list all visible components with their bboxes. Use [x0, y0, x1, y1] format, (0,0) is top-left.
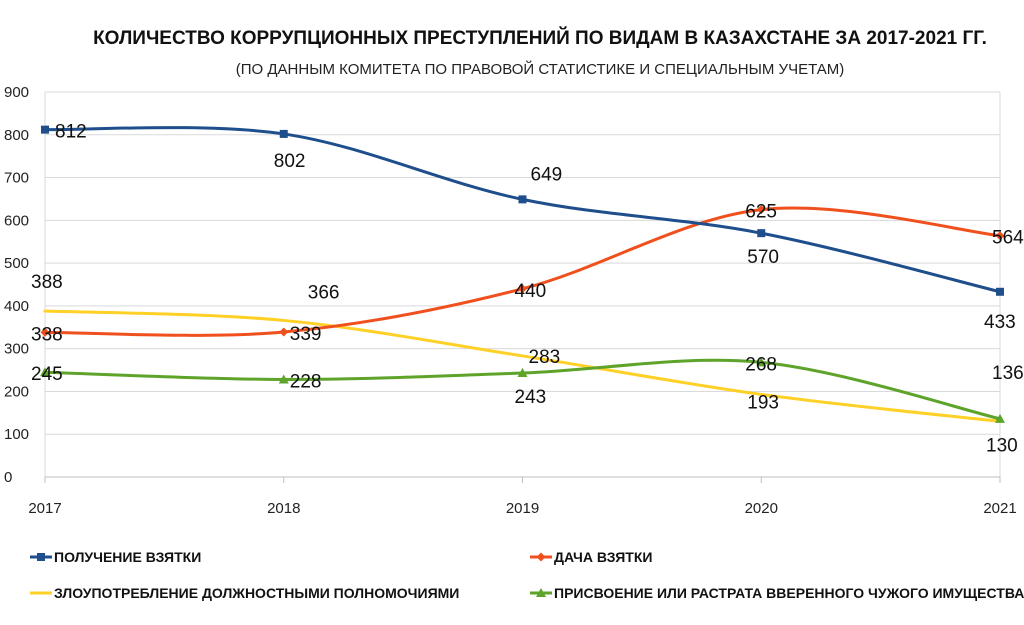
- y-tick-label: 100: [4, 426, 29, 443]
- data-point: [279, 327, 289, 337]
- legend-label: ЗЛОУПОТРЕБЛЕНИЕ ДОЛЖНОСТНЫМИ ПОЛНОМОЧИЯМ…: [54, 585, 459, 601]
- data-label: 440: [515, 281, 547, 302]
- legend-marker: [536, 588, 546, 597]
- data-point: [995, 231, 1005, 241]
- x-tick-label: 2018: [267, 500, 300, 517]
- data-label: 228: [290, 371, 322, 392]
- data-point: [995, 413, 1005, 423]
- data-point: [518, 284, 527, 294]
- data-point: [518, 195, 527, 204]
- y-tick-label: 700: [4, 170, 29, 187]
- y-tick-label: 800: [4, 127, 29, 144]
- x-tick-label: 2020: [745, 500, 778, 517]
- series-1: [41, 125, 1004, 296]
- data-point: [517, 368, 528, 378]
- data-label: 339: [290, 324, 322, 345]
- legend: ПОЛУЧЕНИЕ ВЗЯТКИ ДАЧА ВЗЯТКИ ЗЛОУПОТРЕБЛЕН…: [30, 549, 1024, 601]
- data-point: [279, 129, 288, 138]
- data-label: 812: [55, 122, 87, 143]
- y-tick-label: 600: [4, 212, 29, 229]
- series-4: [40, 357, 1005, 423]
- x-tick-label: 2017: [28, 500, 61, 517]
- series-group: [40, 125, 1005, 423]
- data-label: 193: [747, 392, 779, 413]
- legend-item: ЗЛОУПОТРЕБЛЕНИЕ ДОЛЖНОСТНЫМИ ПОЛНОМОЧИЯМ…: [30, 585, 459, 601]
- legend-label: ДАЧА ВЗЯТКИ: [554, 549, 652, 565]
- data-point: [40, 367, 50, 377]
- data-label: 649: [531, 164, 563, 185]
- axes: 0 100 200 300 400 500 600 700 800 900 2017 2018 2019…: [4, 84, 1017, 517]
- legend-item: ПРИСВОЕНИЕ ИЛИ РАСТРАТА ВВЕРЕННОГО ЧУЖОГ…: [530, 585, 1024, 601]
- y-tick-label: 0: [4, 469, 12, 486]
- data-label: 243: [515, 387, 547, 408]
- y-tick-label: 200: [4, 383, 29, 400]
- data-point: [756, 205, 766, 215]
- data-label: 564: [992, 228, 1024, 249]
- data-label: 283: [529, 347, 561, 368]
- chart-subtitle: (ПО ДАННЫМ КОМИТЕТА ПО ПРАВОВОЙ СТАТИСТИ…: [236, 60, 845, 78]
- legend-marker: [536, 552, 546, 562]
- data-label: 245: [31, 364, 63, 385]
- y-tick-label: 900: [4, 84, 29, 101]
- x-tick-label: 2021: [983, 500, 1016, 517]
- legend-item: ПОЛУЧЕНИЕ ВЗЯТКИ: [30, 549, 201, 565]
- series-line: [43, 309, 1002, 423]
- series-3: [43, 309, 1002, 423]
- data-label: 570: [747, 247, 779, 268]
- series-2: [40, 205, 1005, 337]
- data-label: 136: [992, 363, 1024, 384]
- y-tick-label: 400: [4, 298, 29, 315]
- data-label: 802: [274, 151, 306, 172]
- legend-marker: [37, 553, 45, 561]
- x-tick-label: 2019: [506, 500, 539, 517]
- data-label: 130: [986, 435, 1018, 456]
- data-point: [996, 287, 1004, 296]
- data-point: [40, 327, 50, 337]
- data-point: [756, 357, 767, 367]
- data-label: 268: [745, 354, 777, 375]
- y-tick-label: 300: [4, 341, 29, 358]
- chart-title: КОЛИЧЕСТВО КОРРУПЦИОННЫХ ПРЕСТУПЛЕНИЙ ПО…: [93, 27, 987, 49]
- y-tick-label: 500: [4, 255, 29, 272]
- gridlines: [44, 91, 1001, 478]
- legend-item: ДАЧА ВЗЯТКИ: [530, 549, 652, 565]
- legend-label: ПОЛУЧЕНИЕ ВЗЯТКИ: [54, 549, 201, 565]
- data-point: [41, 125, 49, 134]
- data-label: 433: [984, 312, 1016, 333]
- data-point: [757, 229, 766, 238]
- data-label: 625: [745, 202, 777, 223]
- data-labels: 812 802 649 570 433 338 339 440 625 564 388 366 283 1…: [31, 122, 1024, 457]
- data-label: 388: [31, 272, 63, 293]
- data-point: [278, 374, 289, 384]
- series-line: [43, 126, 1002, 294]
- legend-label: ПРИСВОЕНИЕ ИЛИ РАСТРАТА ВВЕРЕННОГО ЧУЖОГ…: [554, 585, 1024, 601]
- data-label: 366: [308, 282, 340, 303]
- data-label: 338: [31, 324, 63, 345]
